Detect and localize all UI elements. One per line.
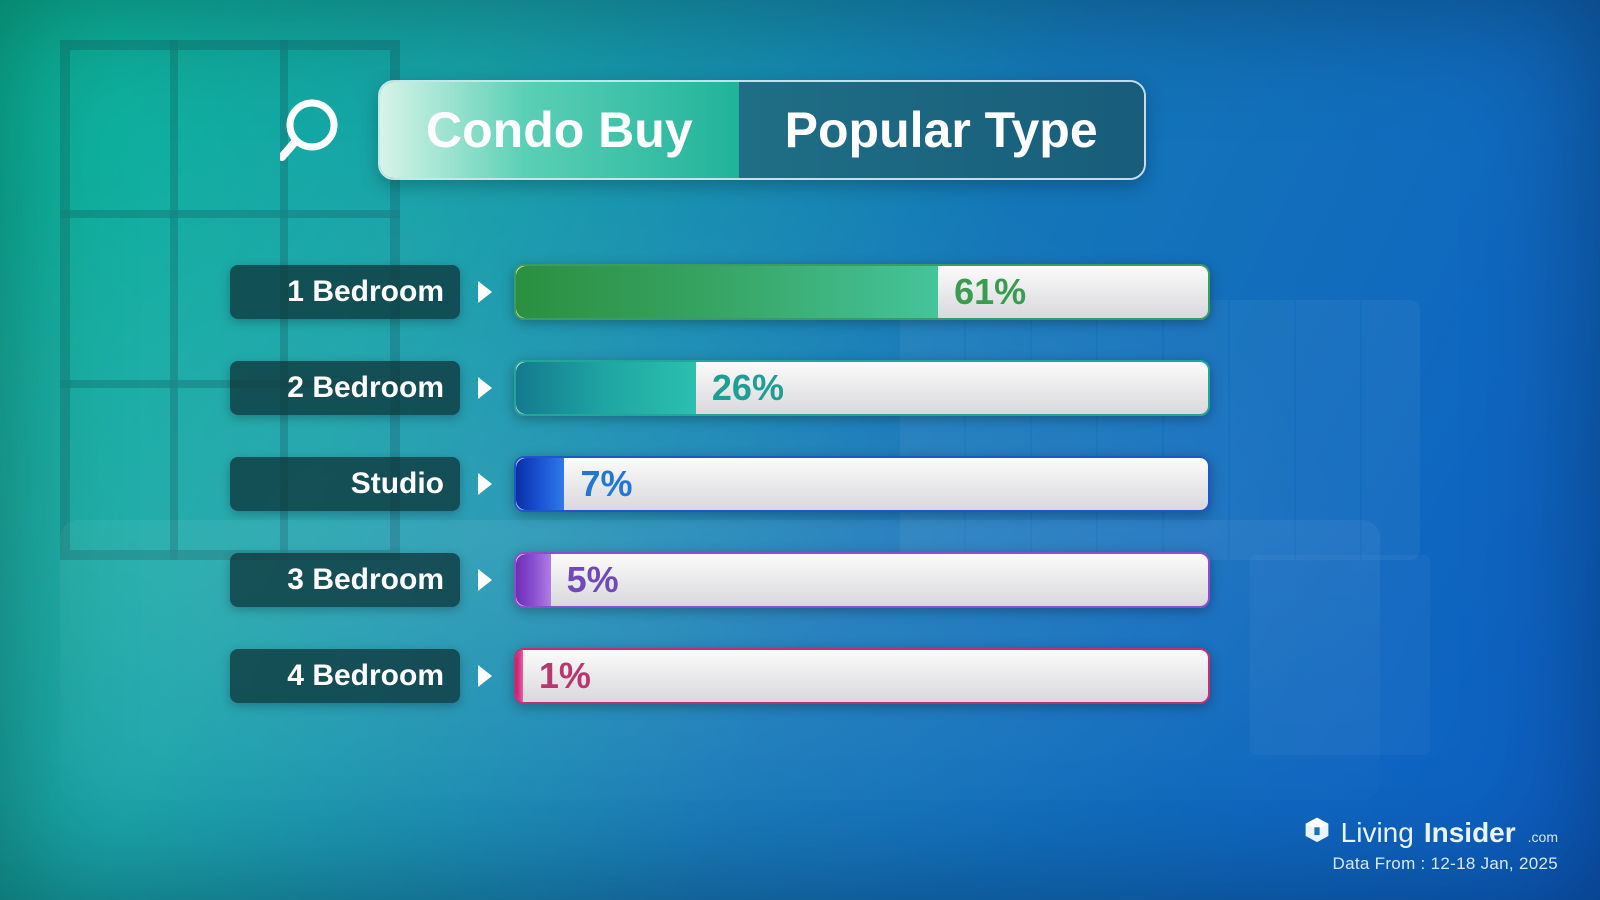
chevron-right-icon: [476, 567, 494, 593]
bar-track: 61%: [514, 264, 1210, 320]
bar-fill: [516, 362, 696, 414]
bar-fill: [516, 554, 551, 606]
house-cube-icon: [1303, 815, 1331, 850]
bar-track: 1%: [514, 648, 1210, 704]
chevron-right-icon: [476, 279, 494, 305]
chart-row: Studio 7%: [230, 452, 1210, 516]
data-from-value: 12-18 Jan, 2025: [1431, 854, 1558, 873]
bar-value: 61%: [954, 271, 1026, 313]
brand-suffix: .com: [1528, 829, 1558, 845]
bar-fill: [516, 458, 564, 510]
chevron-right-icon: [476, 471, 494, 497]
bar-fill: [516, 650, 523, 702]
chart-row: 3 Bedroom 5%: [230, 548, 1210, 612]
bar-value: 26%: [712, 367, 784, 409]
row-label: Studio: [230, 457, 460, 511]
brand-part2: Insider: [1424, 817, 1516, 849]
bar-track: 7%: [514, 456, 1210, 512]
chart-row: 2 Bedroom 26%: [230, 356, 1210, 420]
chart-row: 1 Bedroom 61%: [230, 260, 1210, 324]
bar-value: 1%: [539, 655, 591, 697]
footer: Living Insider .com Data From : 12-18 Ja…: [1303, 815, 1558, 874]
chevron-right-icon: [476, 375, 494, 401]
row-label: 1 Bedroom: [230, 265, 460, 319]
row-label: 4 Bedroom: [230, 649, 460, 703]
search-icon: [280, 95, 350, 165]
header: Condo Buy Popular Type: [280, 80, 1146, 180]
bar-track: 5%: [514, 552, 1210, 608]
bar-track: 26%: [514, 360, 1210, 416]
chevron-right-icon: [476, 663, 494, 689]
brand-part1: Living: [1341, 817, 1414, 849]
row-label: 2 Bedroom: [230, 361, 460, 415]
bar-value: 5%: [567, 559, 619, 601]
title-pill: Condo Buy Popular Type: [378, 80, 1146, 180]
data-from-label: Data From :: [1333, 854, 1431, 873]
infographic-stage: Condo Buy Popular Type 1 Bedroom 61% 2 Bed…: [0, 0, 1600, 900]
data-from: Data From : 12-18 Jan, 2025: [1303, 854, 1558, 874]
title-segment-right: Popular Type: [739, 82, 1144, 178]
title-segment-left: Condo Buy: [380, 82, 739, 178]
bar-chart: 1 Bedroom 61% 2 Bedroom 26% Studio 7% 3 Bedroo…: [230, 260, 1210, 740]
chart-row: 4 Bedroom 1%: [230, 644, 1210, 708]
bar-fill: [516, 266, 938, 318]
row-label: 3 Bedroom: [230, 553, 460, 607]
brand: Living Insider .com: [1303, 815, 1558, 850]
bar-value: 7%: [580, 463, 632, 505]
